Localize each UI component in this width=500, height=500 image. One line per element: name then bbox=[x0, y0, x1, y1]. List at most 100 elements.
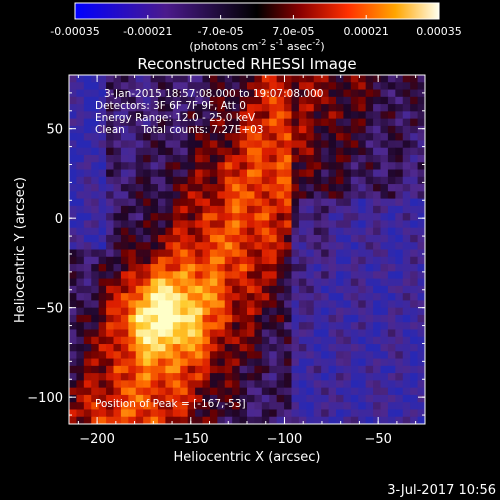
heatmap-cell bbox=[410, 220, 419, 229]
heatmap-cell bbox=[195, 104, 204, 112]
heatmap-cell bbox=[128, 300, 137, 309]
heatmap-cell bbox=[172, 104, 181, 112]
heatmap-cell bbox=[284, 416, 293, 424]
heatmap-cell bbox=[172, 169, 181, 178]
heatmap-cell bbox=[135, 118, 144, 127]
heatmap-cell bbox=[239, 402, 248, 411]
heatmap-cell bbox=[172, 358, 181, 367]
heatmap-cell bbox=[195, 242, 204, 251]
heatmap-cell bbox=[284, 154, 293, 163]
heatmap-cell bbox=[150, 234, 159, 243]
heatmap-cell bbox=[261, 176, 270, 185]
heatmap-cell bbox=[239, 373, 248, 381]
heatmap-cell bbox=[202, 118, 211, 127]
heatmap-cell bbox=[321, 140, 330, 149]
heatmap-cell bbox=[343, 133, 352, 142]
heatmap-cell bbox=[306, 365, 315, 374]
heatmap-cell bbox=[128, 409, 137, 418]
heatmap-cell bbox=[336, 184, 345, 192]
heatmap-cell bbox=[83, 293, 92, 301]
heatmap-cell bbox=[306, 336, 315, 345]
heatmap-cell bbox=[343, 373, 352, 381]
heatmap-cell bbox=[120, 329, 129, 338]
heatmap-cell bbox=[276, 307, 285, 316]
heatmap-cell bbox=[336, 300, 345, 309]
heatmap-cell bbox=[135, 256, 144, 265]
heatmap-cell bbox=[150, 293, 159, 301]
x-tick-label: −150 bbox=[173, 432, 209, 447]
heatmap-cell bbox=[202, 416, 211, 424]
heatmap-cell bbox=[143, 96, 152, 105]
x-axis: −200 −150 −100 −50 bbox=[77, 75, 417, 447]
heatmap-cell bbox=[224, 198, 233, 207]
heatmap-cell bbox=[69, 314, 78, 323]
heatmap-cell bbox=[328, 169, 337, 178]
heatmap-cell bbox=[202, 300, 211, 309]
heatmap-cell bbox=[158, 213, 167, 222]
heatmap-cell bbox=[254, 416, 263, 424]
heatmap-cell bbox=[91, 285, 100, 294]
heatmap-cell bbox=[350, 264, 359, 272]
heatmap-cell bbox=[336, 351, 345, 360]
heatmap-cell bbox=[336, 205, 345, 214]
heatmap-cell bbox=[76, 249, 85, 258]
heatmap-cell bbox=[128, 322, 137, 331]
heatmap-cell bbox=[254, 154, 263, 163]
heatmap-cell bbox=[261, 300, 270, 309]
heatmap-cell bbox=[69, 154, 78, 163]
heatmap-cell bbox=[373, 147, 382, 156]
heatmap-cell bbox=[209, 307, 218, 316]
heatmap-cell bbox=[91, 96, 100, 105]
heatmap-cell bbox=[209, 380, 218, 389]
heatmap-cell bbox=[83, 344, 92, 352]
heatmap-cell bbox=[165, 125, 174, 134]
heatmap-cell bbox=[276, 184, 285, 192]
heatmap-cell bbox=[276, 169, 285, 178]
heatmap-cell bbox=[306, 220, 315, 229]
heatmap-cell bbox=[239, 96, 248, 105]
heatmap-cell bbox=[343, 96, 352, 105]
heatmap-cell bbox=[343, 198, 352, 207]
heatmap-cell bbox=[410, 184, 419, 192]
heatmap-cell bbox=[143, 285, 152, 294]
heatmap-cell bbox=[106, 365, 115, 374]
heatmap-cell bbox=[76, 336, 85, 345]
heatmap-cell bbox=[135, 365, 144, 374]
heatmap-cell bbox=[83, 133, 92, 142]
heatmap-cell bbox=[365, 256, 374, 265]
heatmap-cell bbox=[417, 314, 425, 323]
heatmap-cell bbox=[120, 75, 129, 83]
heatmap-cell bbox=[284, 118, 293, 127]
heatmap-cell bbox=[284, 264, 293, 272]
heatmap-cell bbox=[328, 118, 337, 127]
heatmap-cell bbox=[395, 300, 404, 309]
heatmap-cell bbox=[284, 162, 293, 171]
heatmap-cell bbox=[306, 125, 315, 134]
heatmap-cell bbox=[106, 147, 115, 156]
heatmap-cell bbox=[217, 89, 226, 98]
heatmap-cell bbox=[276, 365, 285, 374]
heatmap-cell bbox=[239, 118, 248, 127]
heatmap-cell bbox=[202, 402, 211, 411]
heatmap-cell bbox=[158, 220, 167, 229]
heatmap-cell bbox=[195, 293, 204, 301]
heatmap-cell bbox=[69, 307, 78, 316]
heatmap-cell bbox=[128, 147, 137, 156]
heatmap-cell bbox=[224, 162, 233, 171]
heatmap-cell bbox=[209, 373, 218, 381]
heatmap-cell bbox=[217, 394, 226, 403]
heatmap-cell bbox=[269, 220, 278, 229]
heatmap-cell bbox=[172, 125, 181, 134]
heatmap-cell bbox=[284, 242, 293, 251]
heatmap-cell bbox=[358, 205, 367, 214]
heatmap-cell bbox=[373, 300, 382, 309]
heatmap-cell bbox=[120, 271, 129, 280]
heatmap-cell bbox=[69, 242, 78, 251]
heatmap-cell bbox=[195, 256, 204, 265]
heatmap-cell bbox=[402, 322, 411, 331]
heatmap-cell bbox=[417, 387, 425, 396]
heatmap-cell bbox=[254, 147, 263, 156]
heatmap-cell bbox=[254, 300, 263, 309]
heatmap-cell bbox=[113, 416, 122, 424]
heatmap-cell bbox=[135, 344, 144, 352]
